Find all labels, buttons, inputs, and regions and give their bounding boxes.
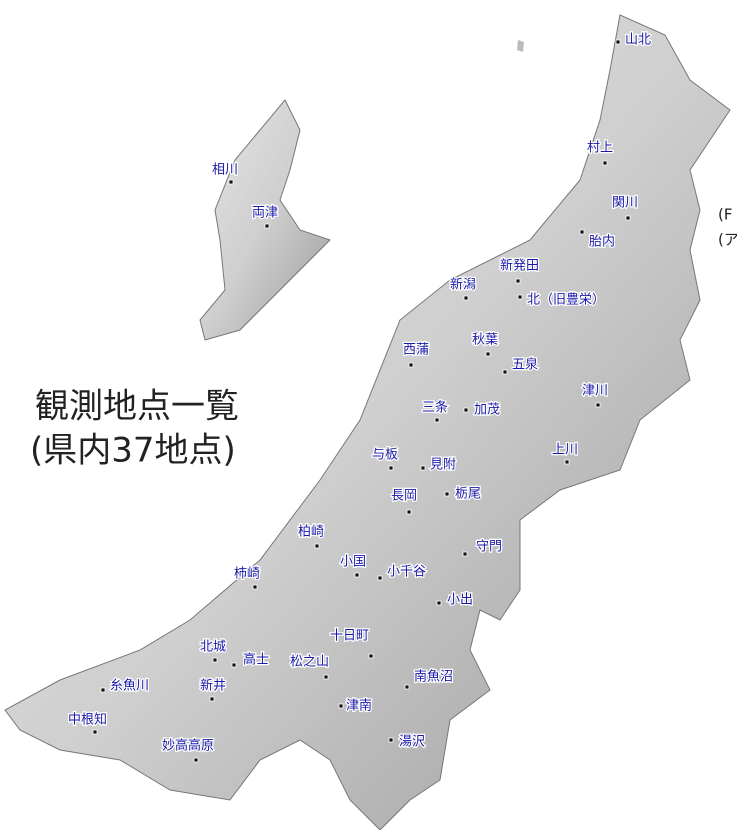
station-label: 上川 [552,443,578,458]
station-label: 小出 [447,593,473,608]
station-label: 新潟 [450,277,476,293]
station-label: 津川 [582,384,608,399]
station-dot [194,758,198,762]
station-dot [405,685,409,689]
station-label: 柿崎 [234,566,260,582]
station-label: 村上 [587,141,613,156]
station-dot [445,492,449,496]
station-dot [464,408,468,412]
station-dot [315,544,319,548]
station-dot [232,663,236,667]
station-dot [229,180,233,184]
station-dot [626,216,630,220]
station-dot [437,601,441,605]
station-dot [616,40,620,44]
station-label: 新発田 [500,258,539,274]
station-label: 両津 [252,206,278,221]
station-dot [503,370,507,374]
station-label: 中根知 [68,712,107,728]
station-label: 守門 [476,540,502,555]
station-dot [463,552,467,556]
station-dot [324,675,328,679]
station-label: 秋葉 [472,333,498,348]
station-dot [213,658,217,662]
station-label: 小国 [340,555,366,570]
title: 観測地点一覧 [35,387,239,427]
station-label: 十日町 [330,629,369,644]
station-dot [93,730,97,734]
station-label: 五泉 [512,357,538,373]
station-label: 見附 [430,458,456,473]
station-label: 津南 [346,698,372,714]
station-label: 胎内 [589,234,615,250]
station-label: 妙高高原 [162,738,214,754]
station-dot [421,466,425,470]
subtitle: (県内37地点) [30,431,236,471]
station-dot [580,230,584,234]
station-dot [464,296,468,300]
station-label: 糸魚川 [110,679,149,694]
station-label: 小千谷 [387,565,426,580]
page: 観測地点一覧 (県内37地点) (F (ア 山北村上関川胎内新発田新潟北（旧豊栄… [0,0,737,830]
station-dot [101,688,105,692]
station-label: 北（旧豊栄） [527,293,605,308]
station-label: 山北 [625,33,651,48]
station-label: 松之山 [290,655,329,670]
small-island [517,40,524,52]
station-dot [265,224,269,228]
station-label: 高士 [243,652,269,668]
station-label: 長岡 [391,489,417,504]
station-label: 加茂 [474,403,500,418]
station-label: 南魚沼 [414,669,453,685]
station-label: 関川 [612,196,638,211]
station-label: 新井 [200,678,226,694]
station-label: 柏崎 [298,525,324,540]
station-dot [565,460,569,464]
station-dot [518,295,522,299]
edge-text: (ア [718,231,737,249]
station-label: 三条 [422,400,448,416]
station-label: 湯沢 [399,735,425,750]
station-dot [486,352,490,356]
station-dot [389,466,393,470]
station-dot [407,510,411,514]
station-dot [409,363,413,367]
station-label: 栃尾 [455,487,481,502]
station-dot [603,161,607,165]
station-dot [339,704,343,708]
station-dot [210,697,214,701]
station-label: 相川 [212,163,238,178]
station-dot [596,403,600,407]
station-dot [369,654,373,658]
station-dot [389,738,393,742]
station-dot [378,576,382,580]
station-dot [435,418,439,422]
station-label: 与板 [372,448,398,463]
station-dot [516,279,520,283]
map: 観測地点一覧 (県内37地点) (F (ア 山北村上関川胎内新発田新潟北（旧豊栄… [0,0,737,830]
station-dot [355,573,359,577]
station-label: 北城 [200,640,226,655]
station-dot [253,585,257,589]
station-label: 西蒲 [403,343,429,358]
edge-text: (F [718,206,732,224]
